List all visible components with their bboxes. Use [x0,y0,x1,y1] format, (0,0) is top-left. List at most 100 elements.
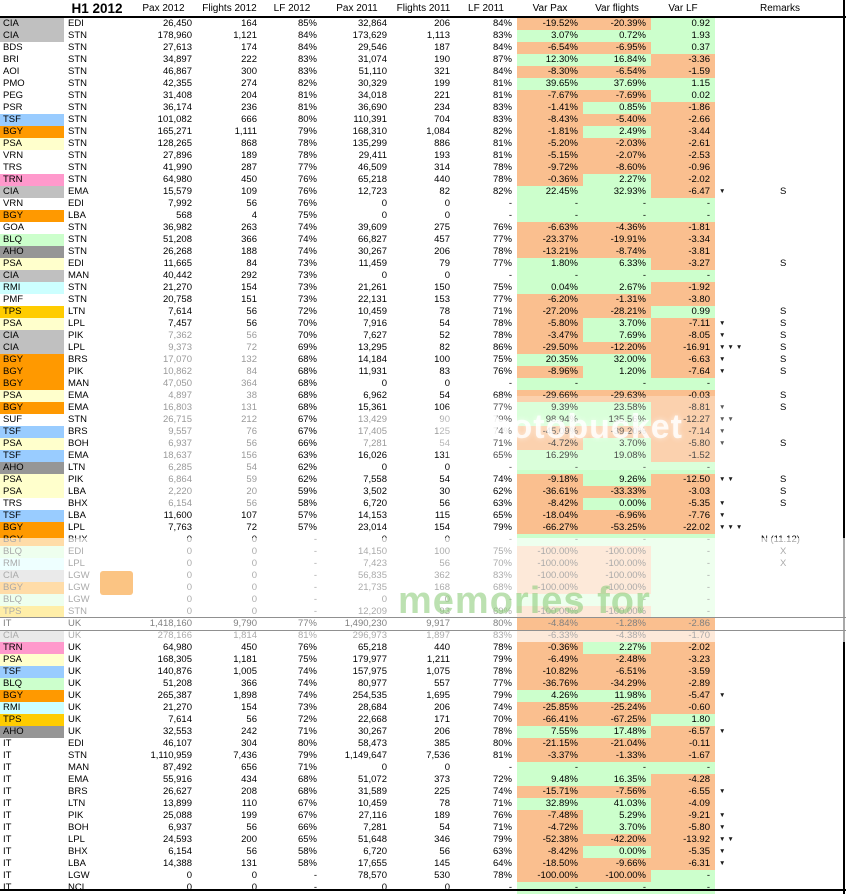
cell-remarks[interactable] [758,462,846,474]
cell-var-lf[interactable]: -1.70 [651,630,715,642]
cell-arrows[interactable] [715,294,758,306]
cell-destination[interactable]: EMA [68,402,89,413]
cell-flights-2012[interactable]: 189 [241,150,257,161]
cell-pax-2012[interactable]: 26,450 [162,18,192,29]
cell-arrows[interactable]: ▼ [719,692,728,699]
cell-var-pax[interactable]: -18.50% [517,858,583,870]
cell-pax-2011[interactable]: 46,509 [357,162,387,173]
cell-var-flights[interactable]: 2.49% [583,126,651,138]
cell-lf-2012[interactable]: 62% [297,474,317,485]
cell-flights-2011[interactable]: 234 [434,102,450,113]
cell-remarks[interactable] [758,30,846,42]
cell-lf-2011[interactable]: 65% [492,510,512,521]
cell-lf-2011[interactable]: 78% [492,870,512,881]
cell-arrows[interactable]: ▼ [719,320,728,327]
cell-arrows[interactable]: ▼ [719,428,728,435]
cell-arrows[interactable] [715,126,758,138]
cell-destination[interactable]: STN [68,126,87,137]
cell-origin[interactable]: IT [0,618,64,630]
cell-pax-2012[interactable]: 7,763 [168,522,192,533]
cell-destination[interactable]: UK [68,618,82,629]
cell-lf-2012[interactable]: 62% [297,462,317,473]
cell-var-pax[interactable]: -36.76% [517,678,583,690]
cell-var-pax[interactable]: -7.67% [517,90,583,102]
cell-flights-2012[interactable]: 366 [241,678,257,689]
cell-var-pax[interactable]: -45.09% [517,426,583,438]
cell-flights-2011[interactable]: 145 [434,858,450,869]
cell-var-lf[interactable]: - [651,198,715,210]
cell-flights-2011[interactable]: 440 [434,642,450,653]
cell-arrows[interactable] [715,234,758,246]
cell-lf-2012[interactable]: 59% [297,486,317,497]
cell-flights-2012[interactable]: 7,436 [233,750,257,761]
cell-lf-2011[interactable]: 75% [492,546,512,557]
cell-lf-2012[interactable]: 70% [297,330,317,341]
cell-lf-2012[interactable]: 68% [297,378,317,389]
cell-var-lf[interactable]: -1.92 [651,282,715,294]
cell-remarks[interactable]: S [780,438,787,449]
cell-flights-2011[interactable]: 346 [434,834,450,845]
cell-var-flights[interactable]: -5.40% [583,114,651,126]
cell-destination[interactable]: STN [68,30,87,41]
cell-remarks[interactable] [758,78,846,90]
cell-var-flights[interactable]: 3.70% [583,822,651,834]
cell-pax-2011[interactable]: 7,281 [363,822,387,833]
cell-var-flights[interactable]: 0.00% [583,846,651,858]
cell-var-pax[interactable]: 0.04% [517,282,583,294]
cell-var-flights[interactable]: -100.00% [583,582,651,594]
cell-flights-2011[interactable]: 100 [434,546,450,557]
cell-lf-2012[interactable]: 81% [297,90,317,101]
cell-flights-2011[interactable]: 54 [439,390,450,401]
cell-remarks[interactable] [758,882,846,894]
cell-var-pax[interactable]: -5.20% [517,138,583,150]
cell-pax-2012[interactable]: 9,557 [168,426,192,437]
cell-flights-2011[interactable]: 54 [439,822,450,833]
cell-var-pax[interactable]: -8.43% [517,114,583,126]
cell-pax-2012[interactable]: 0 [186,882,192,893]
cell-flights-2011[interactable]: 168 [434,582,450,593]
cell-pax-2011[interactable]: 10,459 [357,798,387,809]
cell-pax-2012[interactable]: 4,897 [168,390,192,401]
cell-lf-2011[interactable]: 77% [492,294,512,305]
cell-var-flights[interactable]: 37.69% [583,78,651,90]
cell-lf-2012[interactable]: 67% [297,798,317,809]
cell-var-flights[interactable]: -2.03% [583,138,651,150]
cell-pax-2012[interactable]: 101,082 [157,114,192,125]
cell-lf-2011[interactable]: 79% [492,414,512,425]
cell-arrows[interactable] [715,618,758,630]
cell-pax-2012[interactable]: 47,050 [162,378,192,389]
cell-pax-2011[interactable]: 13,295 [357,342,387,353]
cell-var-lf[interactable]: -8.05 [651,330,715,342]
cell-pax-2011[interactable]: 29,411 [358,150,387,161]
cell-flights-2011[interactable]: 886 [434,138,450,149]
cell-origin[interactable]: PEG [0,90,64,102]
cell-var-lf[interactable]: -3.23 [651,654,715,666]
cell-lf-2012[interactable]: 77% [297,162,317,173]
cell-var-pax[interactable]: -4.84% [517,618,583,630]
cell-pax-2012[interactable]: 18,637 [162,450,192,461]
cell-lf-2011[interactable]: 79% [492,690,512,701]
cell-remarks[interactable] [758,138,846,150]
cell-var-lf[interactable]: -7.64 [651,366,715,378]
cell-flights-2012[interactable]: 151 [241,294,257,305]
cell-flights-2012[interactable]: 56 [246,306,257,317]
cell-lf-2011[interactable]: 75% [492,354,512,365]
cell-destination[interactable]: EDI [68,198,84,209]
cell-remarks[interactable] [758,234,846,246]
cell-destination[interactable]: BRS [68,426,88,437]
cell-remarks[interactable] [758,714,846,726]
cell-flights-2011[interactable]: 373 [434,774,450,785]
cell-origin[interactable]: AHO [0,726,64,738]
cell-var-pax[interactable]: -15.71% [517,786,583,798]
cell-var-pax[interactable]: -6.33% [517,630,583,642]
cell-var-lf[interactable]: - [651,882,715,894]
cell-pax-2011[interactable]: 34,018 [357,90,387,101]
cell-lf-2011[interactable]: 83% [492,570,512,581]
cell-pax-2011[interactable]: 11,931 [358,366,387,377]
cell-remarks[interactable]: S [780,498,787,509]
cell-remarks[interactable] [758,702,846,714]
cell-flights-2012[interactable]: 38 [246,390,257,401]
cell-origin[interactable]: BLQ [0,678,64,690]
cell-pax-2011[interactable]: 168,310 [352,126,387,137]
cell-pax-2011[interactable]: 10,459 [357,306,387,317]
